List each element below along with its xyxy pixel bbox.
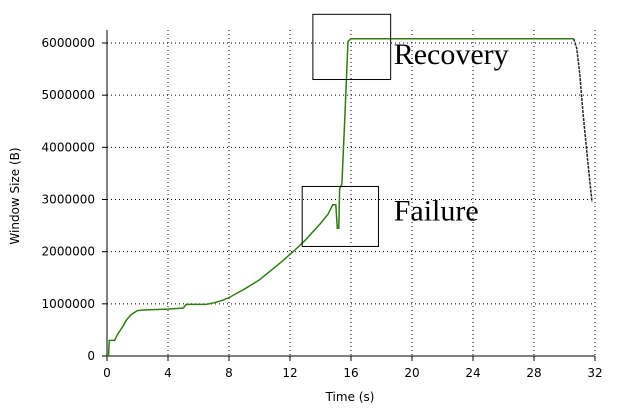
x-tick-label: 20 — [404, 366, 419, 380]
y-tick-label: 1000000 — [42, 297, 95, 311]
axes — [102, 30, 596, 361]
x-tick-label: 0 — [103, 366, 111, 380]
y-tick-label: 3000000 — [42, 193, 95, 207]
y-tick-labels: 0 1000000 2000000 3000000 4000000 5000000 6000… — [42, 36, 95, 363]
series-group — [107, 38, 593, 357]
x-tick-label: 12 — [282, 366, 297, 380]
grid-lines — [107, 30, 596, 356]
series-line-window-size — [107, 38, 574, 357]
y-tick-label: 5000000 — [42, 88, 95, 102]
x-tick-label: 24 — [465, 366, 480, 380]
annotations: Failure Recovery — [301, 13, 509, 247]
annotation-box-failure — [301, 185, 379, 247]
x-tick-label: 8 — [225, 366, 233, 380]
y-tick-label: 2000000 — [42, 245, 95, 259]
y-tick-label: 4000000 — [42, 140, 95, 154]
x-tick-label: 32 — [587, 366, 602, 380]
series-line-drop — [572, 38, 593, 203]
annotation-label-failure: Failure — [394, 194, 479, 227]
y-tick-label: 0 — [87, 349, 95, 363]
annotation-box-recovery — [312, 13, 392, 81]
x-axis-title: Time (s) — [325, 390, 375, 404]
x-tick-label: 16 — [343, 366, 358, 380]
x-tick-labels: 0 4 8 12 16 20 24 28 32 — [103, 366, 602, 380]
x-tick-label: 4 — [164, 366, 172, 380]
y-tick-label: 6000000 — [42, 36, 95, 50]
y-axis-title: Window Size (B) — [8, 147, 22, 244]
annotation-label-recovery: Recovery — [394, 38, 509, 71]
x-tick-label: 28 — [526, 366, 541, 380]
